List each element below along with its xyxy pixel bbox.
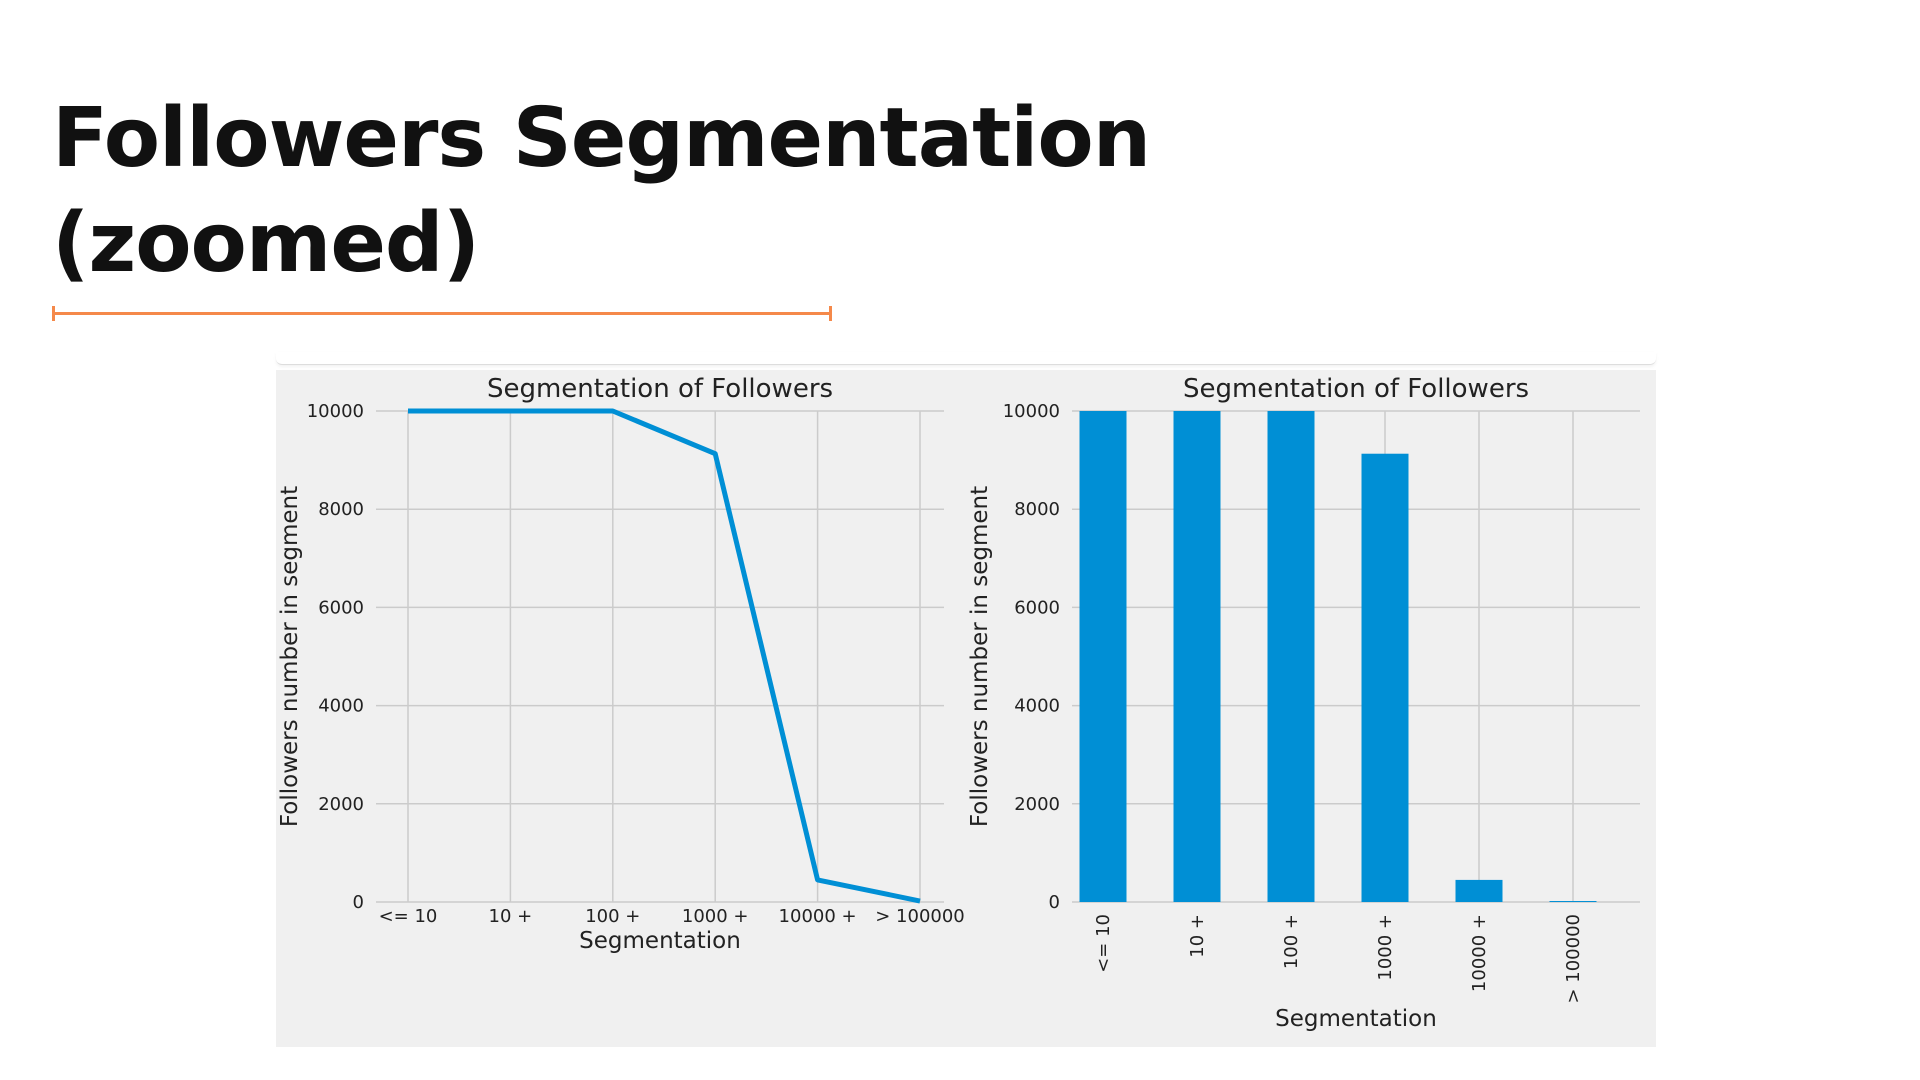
figure-frame xyxy=(276,352,1656,365)
y-tick-label: 8000 xyxy=(1014,499,1060,520)
y-axis-label: Followers number in segment xyxy=(277,486,303,827)
y-tick-label: 4000 xyxy=(1014,696,1060,717)
title-underline xyxy=(52,306,832,321)
slide-title: Followers Segmentation (zoomed) xyxy=(52,86,1252,296)
chart-title: Segmentation of Followers xyxy=(1183,374,1529,404)
x-tick-label: <= 10 xyxy=(1093,914,1114,973)
x-tick-label: 10000 + xyxy=(1469,914,1490,992)
bar-0 xyxy=(1079,411,1127,902)
y-tick-label: 10000 xyxy=(307,401,364,422)
x-tick-label: 10 + xyxy=(489,906,533,927)
y-tick-label: 0 xyxy=(353,892,364,913)
bar-4 xyxy=(1455,879,1503,902)
x-tick-label: 1000 + xyxy=(682,906,749,927)
bar-1 xyxy=(1173,411,1221,902)
figure: 0 2000 4000 6000 8000 10000 <= 10 10 + 100 + 1000… xyxy=(276,370,1656,1047)
x-tick-label: > 100000 xyxy=(875,906,965,927)
y-tick-label: 10000 xyxy=(1003,401,1060,422)
y-tick-label: 2000 xyxy=(1014,794,1060,815)
bar-2 xyxy=(1267,411,1315,902)
x-tick-label: 100 + xyxy=(1281,914,1302,969)
y-tick-label: 6000 xyxy=(318,597,364,618)
x-tick-label: 1000 + xyxy=(1375,914,1396,981)
y-tick-label: 2000 xyxy=(318,794,364,815)
data-line xyxy=(408,408,921,904)
slide-title-line1: Followers Segmentation xyxy=(52,91,1151,186)
chart-title: Segmentation of Followers xyxy=(487,374,833,404)
slide-title-line2: (zoomed) xyxy=(52,196,480,291)
y-tick-label: 4000 xyxy=(318,696,364,717)
bar-chart: 0 2000 4000 6000 8000 10000 <= 10 10 + 100 + 1000… xyxy=(967,374,1640,1032)
x-axis-label: Segmentation xyxy=(579,928,741,954)
x-tick-label: 100 + xyxy=(585,906,640,927)
line-chart: 0 2000 4000 6000 8000 10000 <= 10 10 + 100 + 1000… xyxy=(277,374,965,954)
x-tick-label: 10 + xyxy=(1187,914,1208,958)
x-tick-label: 10000 + xyxy=(779,906,857,927)
y-tick-label: 6000 xyxy=(1014,597,1060,618)
x-axis-label: Segmentation xyxy=(1275,1006,1437,1032)
x-tick-label: <= 10 xyxy=(379,906,438,927)
y-axis-label: Followers number in segment xyxy=(967,486,993,827)
bar-5 xyxy=(1549,901,1597,902)
y-tick-label: 8000 xyxy=(318,499,364,520)
bar-3 xyxy=(1361,453,1409,902)
y-tick-label: 0 xyxy=(1049,892,1060,913)
x-tick-label: > 100000 xyxy=(1563,914,1584,1004)
